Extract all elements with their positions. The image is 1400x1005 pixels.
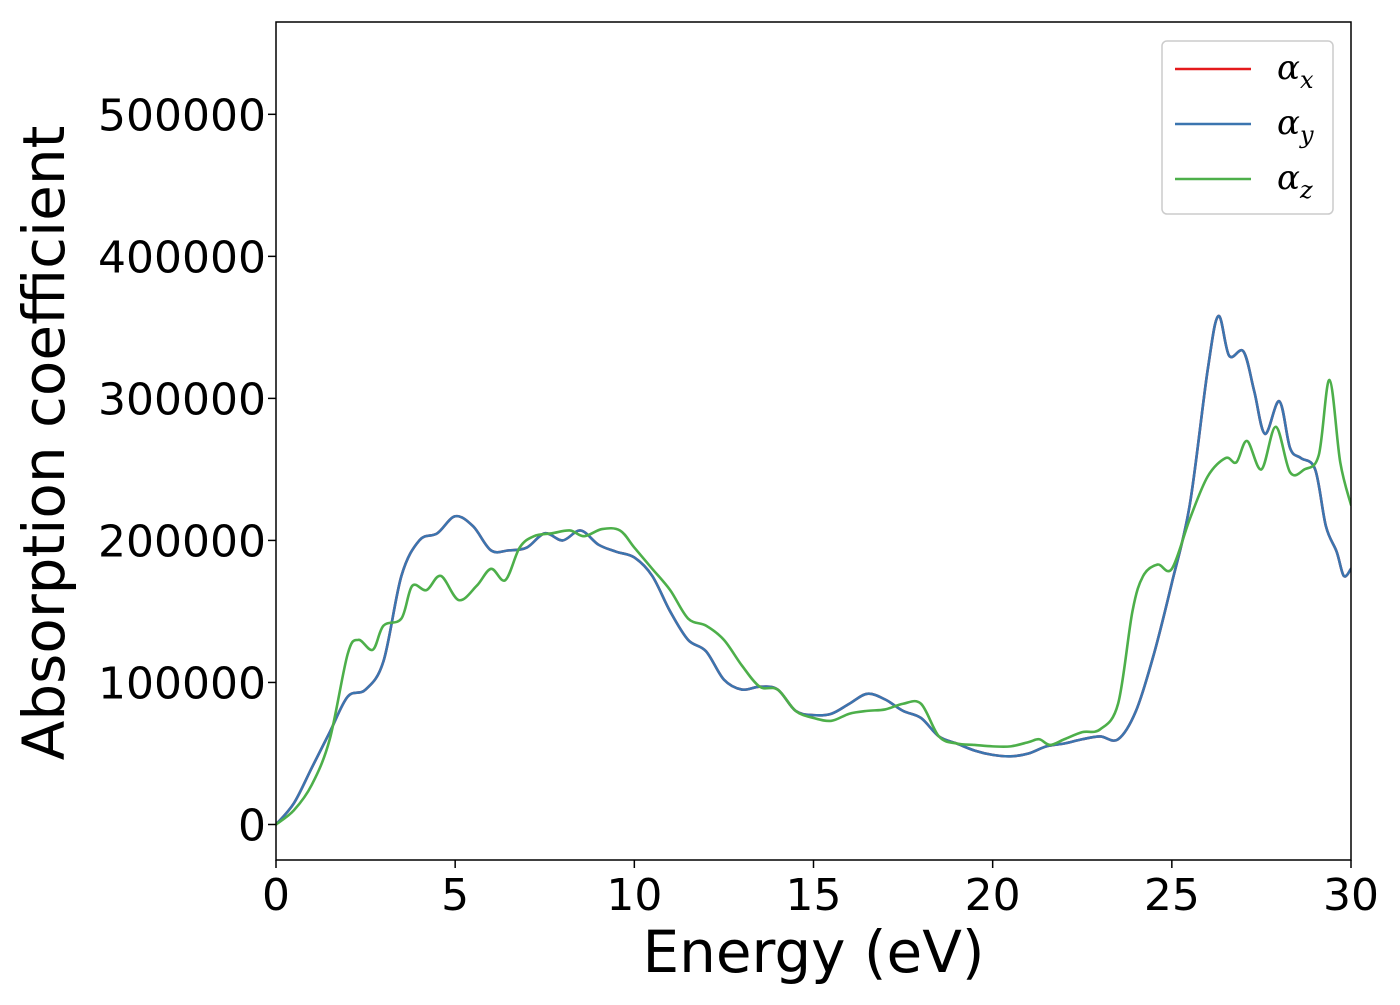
- x-tick-label: 20: [965, 870, 1021, 921]
- x-axis: 0 5 10 15 20 25 30: [262, 860, 1379, 921]
- y-tick-label: 300000: [98, 374, 266, 425]
- series-line-z: [276, 378, 1351, 826]
- y-tick-label: 200000: [98, 516, 266, 567]
- legend-box: [1161, 40, 1334, 215]
- legend-label-z: αz: [1277, 158, 1313, 204]
- x-tick-label: 0: [262, 870, 290, 921]
- y-tick-label: 500000: [98, 90, 266, 141]
- y-tick-label: 100000: [98, 658, 266, 709]
- x-tick-label: 15: [786, 870, 842, 921]
- x-tick-label: 25: [1144, 870, 1200, 921]
- x-tick-label: 10: [606, 870, 662, 921]
- y-axis-title: Absorption coefficient: [10, 126, 78, 761]
- x-tick-label: 30: [1323, 870, 1379, 921]
- x-tick-label: 5: [441, 870, 469, 921]
- y-tick-label: 400000: [98, 232, 266, 283]
- series-layer: [276, 314, 1351, 826]
- legend: αx αy αz: [1161, 40, 1334, 215]
- y-tick-label: 0: [238, 800, 266, 851]
- series-line-y: [276, 314, 1351, 826]
- legend-label-x: αx: [1277, 48, 1314, 94]
- x-axis-title: Energy (eV): [642, 918, 984, 986]
- series-line-x: [276, 314, 1351, 826]
- y-axis: 0 100000 200000 300000 400000 500000: [98, 90, 276, 851]
- legend-label-y: αy: [1277, 103, 1314, 149]
